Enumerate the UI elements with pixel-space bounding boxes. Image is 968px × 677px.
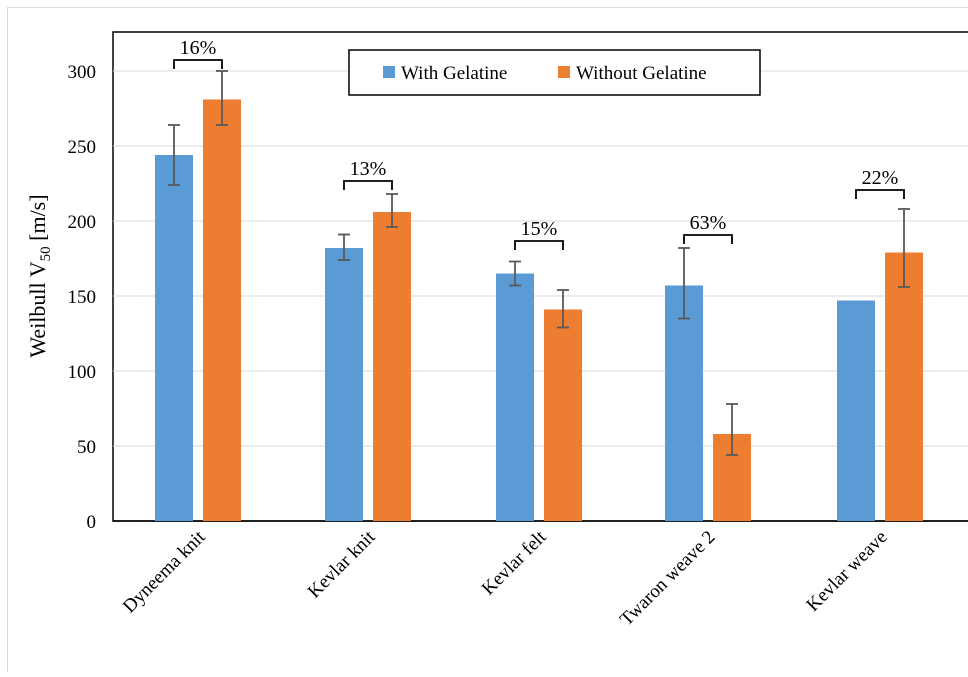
y-tick-label: 250 (68, 137, 97, 158)
bar-with-gelatine (325, 248, 363, 521)
legend-label: Without Gelatine (576, 63, 707, 84)
bar-with-gelatine (155, 155, 193, 521)
percent-label: 22% (862, 167, 899, 189)
y-tick-label: 100 (68, 362, 97, 383)
percent-label: 16% (180, 37, 217, 59)
y-tick-label: 200 (68, 212, 97, 233)
y-tick-label: 150 (68, 287, 97, 308)
legend-label: With Gelatine (401, 63, 507, 84)
y-axis-label: Weilbull V50 [m/s] (25, 194, 54, 357)
legend-swatch (558, 66, 570, 78)
y-tick-label: 50 (77, 437, 96, 458)
y-tick-label: 0 (87, 512, 97, 533)
percent-label: 63% (690, 212, 727, 234)
bar-without-gelatine (203, 100, 241, 522)
bar-without-gelatine (885, 253, 923, 522)
legend: With Gelatine Without Gelatine (349, 50, 760, 95)
bar-without-gelatine (544, 310, 582, 522)
y-tick-label: 300 (68, 62, 97, 83)
bar-without-gelatine (373, 212, 411, 521)
percent-label: 13% (350, 158, 387, 180)
bar-with-gelatine (837, 301, 875, 522)
bar-with-gelatine (665, 286, 703, 522)
legend-swatch (383, 66, 395, 78)
percent-label: 15% (521, 218, 558, 240)
bar-with-gelatine (496, 274, 534, 522)
